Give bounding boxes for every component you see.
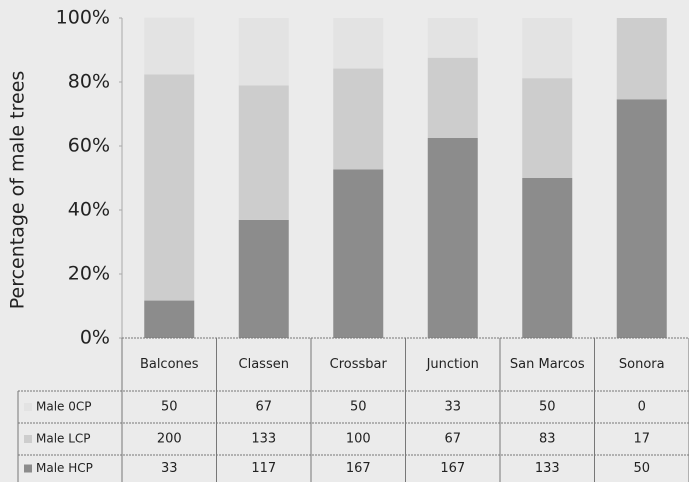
category-cell: Sonora	[618, 356, 665, 372]
bar-segment	[333, 68, 384, 170]
category-cell: Classen	[238, 356, 289, 372]
table-value: 50	[633, 461, 650, 476]
legend-label: Male 0CP	[36, 400, 92, 414]
x-tick-label: San Marcos	[509, 356, 585, 372]
x-tick-label: Sonora	[618, 356, 665, 372]
table-value: 100	[346, 432, 371, 447]
x-tick-label: Classen	[238, 356, 289, 372]
table-value: 167	[440, 461, 465, 476]
x-tick-label: Junction	[426, 356, 479, 372]
y-tick-label: 60%	[68, 135, 110, 157]
x-tick-label: Balcones	[139, 356, 199, 372]
table-value: 0	[638, 400, 646, 415]
table-value: 67	[444, 432, 461, 447]
bar-segment	[522, 78, 573, 178]
bar-segment	[616, 18, 667, 100]
table-value: 50	[161, 400, 178, 415]
table-value: 117	[251, 461, 276, 476]
bar-segment	[238, 85, 289, 220]
category-cell: Crossbar	[329, 356, 387, 372]
table-value: 17	[633, 432, 650, 447]
bar-segment	[144, 17, 195, 75]
y-tick-label: 0%	[80, 327, 110, 349]
bar-segment	[238, 219, 289, 338]
table-value: 33	[444, 400, 461, 415]
y-tick-label: 80%	[68, 71, 110, 93]
legend-label: Male LCP	[36, 432, 91, 446]
bar-segment	[144, 74, 195, 301]
x-tick-label: Crossbar	[329, 356, 387, 372]
table-value: 133	[535, 461, 560, 476]
table-value: 133	[251, 432, 276, 447]
legend-key	[24, 464, 32, 473]
legend-label: Male HCP	[36, 461, 93, 475]
bar-segment	[522, 18, 573, 79]
y-tick-label: 40%	[68, 199, 110, 221]
table-value: 167	[346, 461, 371, 476]
table-value: 83	[539, 432, 556, 447]
y-axis-label: Percentage of male trees	[7, 71, 29, 310]
table-value: 50	[350, 400, 367, 415]
bar-segment	[144, 300, 195, 338]
bar-segment	[333, 18, 384, 69]
bar-segment	[427, 57, 478, 138]
bar-segment	[522, 178, 573, 338]
legend-key	[24, 403, 32, 411]
category-cell: Balcones	[139, 356, 199, 372]
legend-key	[24, 435, 32, 443]
table-value: 67	[255, 400, 272, 415]
table-value: 33	[161, 461, 178, 476]
table-value: 50	[539, 400, 556, 415]
bar-segment	[427, 18, 478, 58]
bar-segment	[238, 18, 289, 86]
y-tick-label: 20%	[68, 263, 110, 285]
table-value: 200	[157, 432, 182, 447]
bar-segment	[333, 169, 384, 338]
category-cell: San Marcos	[509, 356, 585, 372]
bar-segment	[616, 99, 667, 338]
category-cell: Junction	[426, 356, 479, 372]
y-tick-label: 100%	[56, 7, 110, 29]
bar-segment	[427, 138, 478, 338]
